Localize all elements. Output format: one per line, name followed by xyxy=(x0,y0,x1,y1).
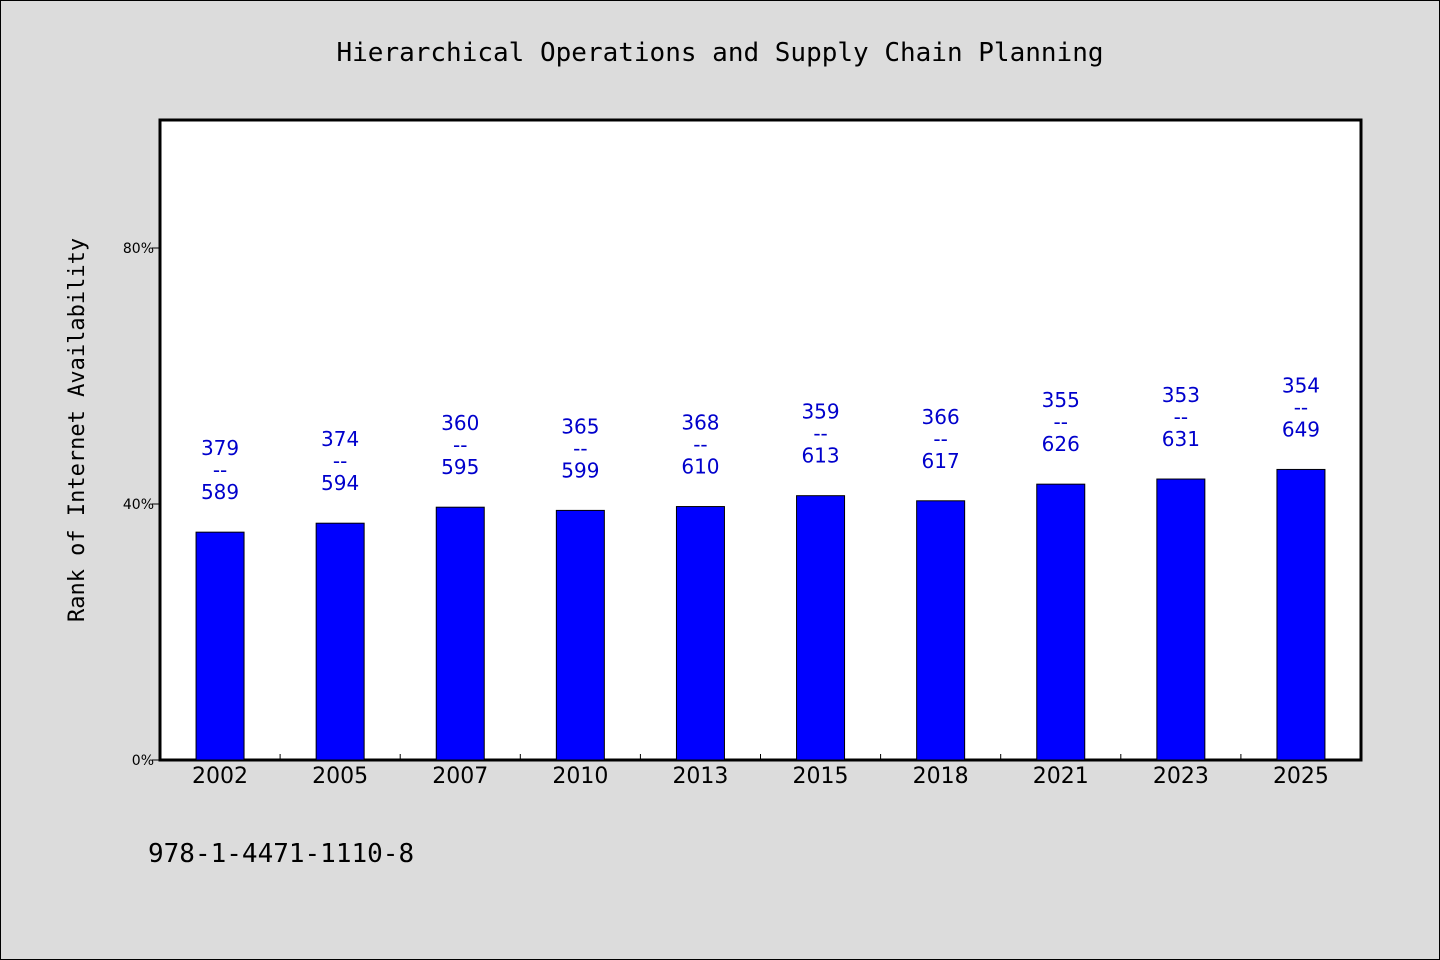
y-axis-ticks: 0% 40% 80% xyxy=(123,241,160,769)
data-label-sep-2023: -- xyxy=(1174,405,1188,429)
data-label-sep-2015: -- xyxy=(813,422,827,446)
data-label-bottom-2007: 595 xyxy=(441,455,479,479)
data-label-bottom-2018: 617 xyxy=(922,449,960,473)
bar-2002 xyxy=(195,531,245,761)
data-label-bottom-2021: 626 xyxy=(1042,432,1080,456)
bar-2010 xyxy=(555,509,605,761)
data-label-sep-2010: -- xyxy=(573,436,587,460)
x-tick-label-2010: 2010 xyxy=(552,764,608,789)
bars-group xyxy=(195,468,1326,761)
data-label-sep-2025: -- xyxy=(1294,395,1308,419)
data-label-top-2015: 359 xyxy=(801,400,839,424)
x-tick-label-2018: 2018 xyxy=(913,764,969,789)
data-label-bottom-2010: 599 xyxy=(561,458,599,482)
y-tick-label: 40% xyxy=(123,497,154,513)
data-label-top-2010: 365 xyxy=(561,414,599,438)
data-label-sep-2013: -- xyxy=(693,433,707,457)
bar-2023 xyxy=(1156,478,1206,761)
data-label-sep-2002: -- xyxy=(213,458,227,482)
data-label-top-2023: 353 xyxy=(1162,383,1200,407)
data-label-bottom-2015: 613 xyxy=(801,444,839,468)
data-label-top-2018: 366 xyxy=(922,405,960,429)
data-labels-group: 379--589374--594360--595365--599368--610… xyxy=(201,373,1320,504)
y-tick-label: 80% xyxy=(123,241,154,257)
data-label-sep-2005: -- xyxy=(333,449,347,473)
data-label-bottom-2013: 610 xyxy=(681,455,719,479)
x-tick-label-2025: 2025 xyxy=(1273,764,1329,789)
y-tick-label: 0% xyxy=(132,753,154,769)
data-label-bottom-2023: 631 xyxy=(1162,427,1200,451)
data-label-sep-2018: -- xyxy=(933,427,947,451)
data-label-bottom-2005: 594 xyxy=(321,471,359,495)
x-tick-label-2013: 2013 xyxy=(672,764,728,789)
data-label-top-2013: 368 xyxy=(681,411,719,435)
footer-isbn: 978-1-4471-1110-8 xyxy=(148,839,414,869)
x-tick-label-2015: 2015 xyxy=(793,764,849,789)
bar-2018 xyxy=(916,500,966,761)
chart-title: Hierarchical Operations and Supply Chain… xyxy=(336,38,1103,68)
data-label-sep-2007: -- xyxy=(453,433,467,457)
data-label-bottom-2025: 649 xyxy=(1282,417,1320,441)
bar-2007 xyxy=(435,506,485,761)
bar-2015 xyxy=(796,495,846,761)
data-label-top-2002: 379 xyxy=(201,436,239,460)
x-axis-ticks: 2002 2005 2007 2010 2013 2015 2018 2021 2023 2025 xyxy=(192,754,1329,789)
bar-2025 xyxy=(1276,468,1326,761)
x-tick-label-2002: 2002 xyxy=(192,764,248,789)
data-label-top-2007: 360 xyxy=(441,411,479,435)
data-label-sep-2021: -- xyxy=(1054,410,1068,434)
x-tick-label-2021: 2021 xyxy=(1033,764,1089,789)
data-label-top-2021: 355 xyxy=(1042,388,1080,412)
x-tick-label-2007: 2007 xyxy=(432,764,488,789)
x-tick-label-2005: 2005 xyxy=(312,764,368,789)
data-label-top-2025: 354 xyxy=(1282,373,1320,397)
y-axis-label: Rank of Internet Availability xyxy=(65,238,90,622)
bar-2021 xyxy=(1036,483,1086,761)
data-label-bottom-2002: 589 xyxy=(201,480,239,504)
bar-2013 xyxy=(675,506,725,761)
bar-2005 xyxy=(315,522,365,761)
x-tick-label-2023: 2023 xyxy=(1153,764,1209,789)
data-label-top-2005: 374 xyxy=(321,427,359,451)
